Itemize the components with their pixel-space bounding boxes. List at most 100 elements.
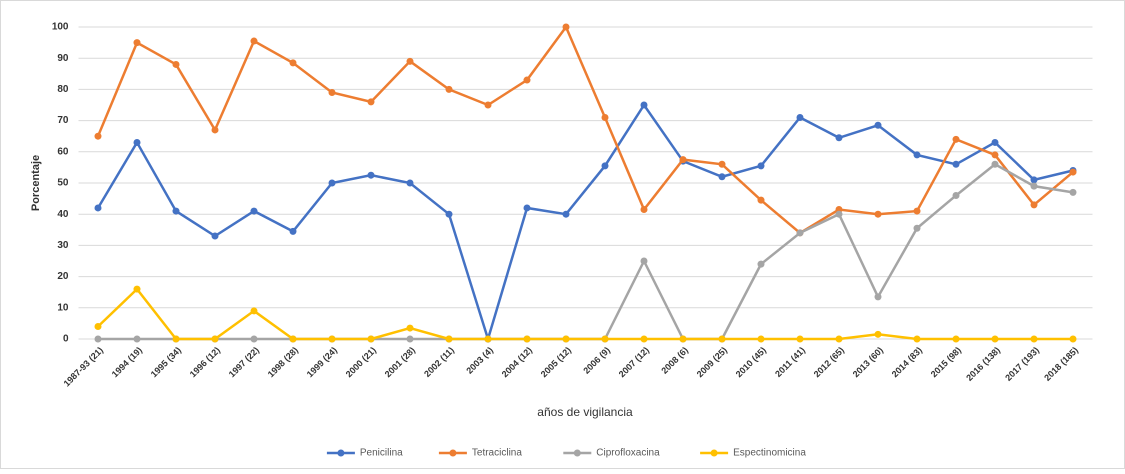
data-point — [328, 89, 336, 97]
data-point — [172, 207, 180, 215]
y-tick-label: 100 — [52, 22, 69, 33]
y-tick-label: 80 — [57, 84, 69, 95]
data-point — [250, 37, 258, 45]
data-point — [601, 162, 609, 170]
data-point — [757, 335, 765, 343]
series-line — [97, 287, 1073, 341]
y-tick-label: 50 — [57, 178, 69, 189]
x-axis-label: años de vigilancia — [537, 405, 633, 419]
data-point — [250, 207, 258, 215]
data-point — [133, 138, 141, 146]
data-point — [211, 335, 219, 343]
data-point — [523, 335, 531, 343]
data-point — [1069, 335, 1077, 343]
y-tick-label: 0 — [63, 334, 69, 345]
data-point — [991, 138, 999, 146]
data-point — [757, 260, 765, 268]
legend-label: Espectinomicina — [733, 448, 806, 459]
data-point — [406, 57, 414, 65]
data-point — [211, 232, 219, 240]
data-point — [913, 335, 921, 343]
series-line — [96, 24, 1074, 235]
data-point — [172, 60, 180, 68]
data-point — [835, 210, 843, 218]
data-point — [94, 204, 102, 212]
data-point — [874, 121, 882, 129]
legend-label: Penicilina — [360, 448, 403, 459]
data-point — [640, 101, 648, 109]
data-point — [796, 113, 804, 121]
data-point — [913, 207, 921, 215]
data-point — [913, 151, 921, 159]
data-point — [1030, 335, 1038, 343]
data-point — [133, 39, 141, 47]
data-point — [952, 160, 960, 168]
data-point — [367, 171, 375, 179]
data-point — [523, 204, 531, 212]
data-point — [835, 335, 843, 343]
data-point — [1030, 201, 1038, 209]
y-tick-label: 30 — [57, 240, 69, 251]
data-point — [289, 227, 297, 235]
legend-label: Tetraciclina — [472, 448, 522, 459]
data-point — [445, 85, 453, 93]
y-tick-label: 40 — [57, 209, 69, 220]
legend-marker — [573, 449, 581, 457]
data-point — [94, 132, 102, 140]
data-point — [172, 335, 180, 343]
data-point — [952, 335, 960, 343]
data-point — [406, 335, 414, 343]
data-point — [562, 335, 570, 343]
data-point — [718, 173, 726, 181]
data-point — [406, 179, 414, 187]
data-point — [328, 335, 336, 343]
data-point — [445, 210, 453, 218]
data-point — [367, 98, 375, 106]
data-point — [94, 323, 102, 331]
y-tick-label: 10 — [57, 302, 69, 313]
data-point — [406, 324, 414, 332]
data-point — [991, 151, 999, 159]
data-point — [94, 335, 102, 343]
data-point — [328, 179, 336, 187]
legend-marker — [337, 449, 345, 457]
legend-label: Ciprofloxacina — [596, 448, 660, 459]
data-point — [367, 335, 375, 343]
data-point — [289, 335, 297, 343]
data-point — [874, 293, 882, 301]
data-point — [640, 206, 648, 214]
data-point — [1030, 176, 1038, 184]
data-point — [718, 335, 726, 343]
data-point — [757, 162, 765, 170]
data-point — [835, 134, 843, 142]
data-point — [445, 335, 453, 343]
data-point — [640, 335, 648, 343]
data-point — [679, 156, 687, 164]
data-point — [523, 76, 531, 84]
data-point — [601, 113, 609, 121]
data-point — [1069, 168, 1077, 176]
y-tick-label: 20 — [57, 271, 69, 282]
data-point — [250, 335, 258, 343]
y-axis-label: Porcentaje — [30, 155, 42, 211]
data-point — [679, 335, 687, 343]
data-point — [601, 335, 609, 343]
data-point — [796, 335, 804, 343]
data-point — [757, 196, 765, 204]
data-point — [484, 101, 492, 109]
data-point — [133, 335, 141, 343]
y-tick-label: 70 — [57, 115, 69, 126]
data-point — [874, 210, 882, 218]
data-point — [562, 210, 570, 218]
data-point — [1030, 182, 1038, 190]
data-point — [250, 307, 258, 315]
data-point — [289, 59, 297, 67]
data-point — [952, 191, 960, 199]
legend-marker — [449, 449, 457, 457]
data-point — [211, 126, 219, 134]
data-point — [718, 160, 726, 168]
data-point — [874, 330, 882, 338]
data-point — [913, 224, 921, 232]
